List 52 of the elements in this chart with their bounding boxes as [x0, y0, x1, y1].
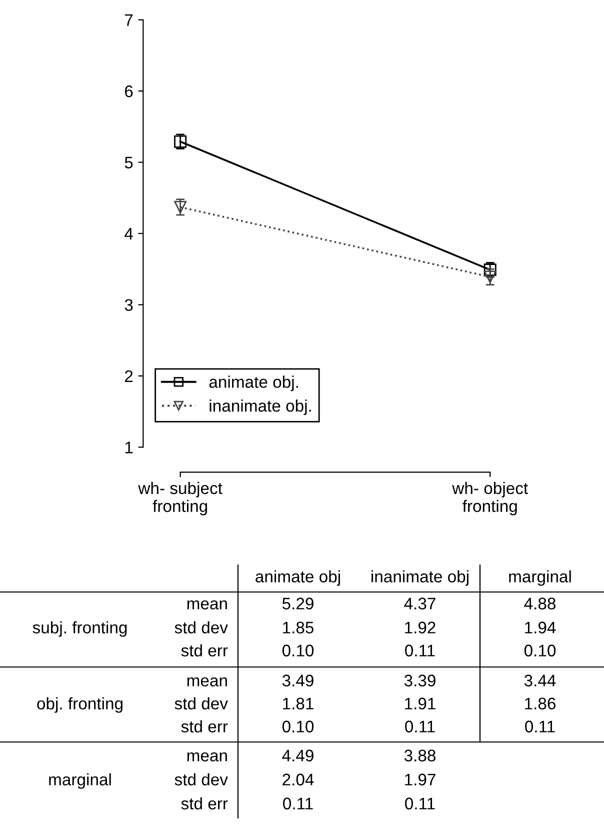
text: animate obj: [256, 570, 340, 586]
y-tick-label: 7: [125, 14, 133, 26]
text: 0.10: [282, 644, 314, 656]
text: 3.44: [524, 674, 556, 686]
y-tick-label: 1: [125, 442, 133, 454]
text: 1.86: [525, 698, 556, 710]
text: 1.94: [525, 622, 556, 634]
text: 1.91: [405, 698, 436, 710]
text: 0.11: [405, 644, 435, 656]
text: mean: [187, 752, 227, 762]
x-tick-label: wh- object fronting: [452, 482, 528, 516]
text: std err: [181, 720, 228, 732]
text: mean: [187, 600, 227, 610]
legend-label: inanimate obj.: [210, 400, 311, 416]
text: obj. fronting: [37, 697, 122, 713]
text: subj. fronting: [32, 621, 127, 637]
text: marginal: [509, 570, 571, 586]
point: [174, 200, 187, 214]
text: inanimate obj: [372, 570, 468, 586]
text: std err: [181, 797, 228, 810]
text: std err: [181, 644, 228, 656]
y-tick-label: 5: [124, 156, 133, 168]
text: 4.49: [282, 750, 314, 762]
text: std dev: [174, 697, 228, 710]
text: 1.92: [405, 622, 436, 634]
x-tick-label: wh- subject fronting: [138, 482, 222, 516]
text: mean: [187, 677, 227, 686]
text: 0.11: [525, 720, 555, 732]
text: 0.10: [282, 720, 314, 732]
text: 3.88: [404, 750, 436, 762]
text: 3.49: [282, 674, 314, 686]
y-tick-label: 3: [124, 299, 133, 311]
text: 3.39: [404, 674, 436, 686]
text: std dev: [174, 621, 228, 634]
text: 0.11: [405, 798, 435, 810]
text: 0.11: [405, 720, 435, 732]
y-tick-label: 2: [124, 370, 133, 382]
text: 5.29: [282, 598, 314, 610]
text: 0.11: [283, 798, 313, 810]
text: 4.88: [524, 598, 556, 610]
legend-label: animate obj.: [209, 376, 298, 392]
text: marginal: [49, 773, 111, 789]
text: 2.04: [282, 774, 314, 786]
text: 1.81: [283, 698, 314, 710]
text: 1.85: [283, 622, 314, 634]
text: std dev: [174, 773, 228, 786]
text: 4.37: [404, 598, 436, 610]
y-tick-label: 6: [125, 85, 133, 98]
text: 1.97: [405, 774, 436, 786]
point: [484, 270, 496, 284]
y-tick-label: 4: [124, 228, 133, 240]
text: 0.10: [524, 644, 556, 656]
